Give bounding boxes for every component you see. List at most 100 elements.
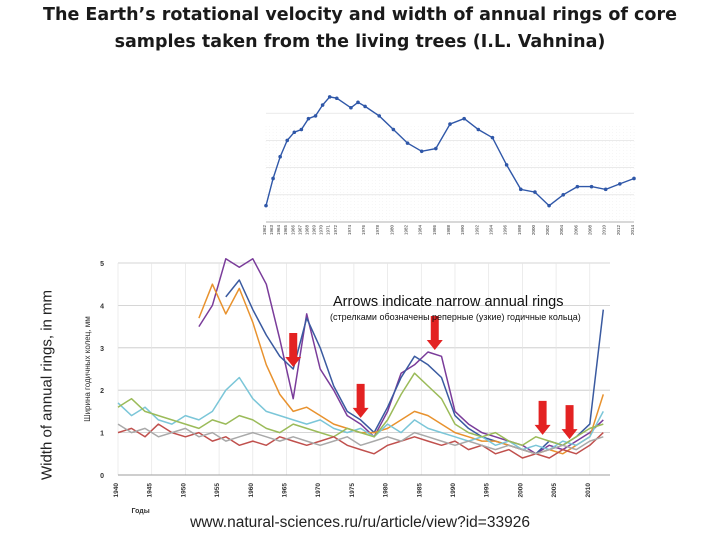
upper-x-tick-label: 2002	[545, 225, 550, 236]
upper-x-tick-label: 2000	[531, 225, 536, 236]
rotation-data-point	[320, 103, 325, 107]
narrow-ring-arrow	[561, 405, 578, 440]
x-tick-label: 1995	[484, 483, 491, 498]
rotation-data-point	[306, 116, 311, 121]
rotation-data-point	[327, 95, 332, 99]
rotation-data-point	[448, 122, 452, 126]
upper-x-tick-label: 1965	[283, 225, 288, 236]
rotation-data-point	[518, 187, 523, 192]
upper-x-tick-label: 1994	[488, 225, 493, 236]
arrows-annotation: Arrows indicate narrow annual rings	[333, 294, 564, 310]
x-tick-label: 1950	[180, 483, 187, 498]
upper-x-tick-label: 1976	[361, 225, 366, 236]
upper-x-tick-label: 2014	[630, 225, 635, 236]
y-tick-label: 3	[100, 346, 104, 353]
x-tick-label: 1945	[147, 483, 154, 498]
upper-x-tick-label: 1986	[432, 225, 437, 236]
y-tick-label: 0	[100, 473, 104, 480]
y-tick-label: 4	[100, 303, 104, 310]
narrow-ring-arrow	[426, 316, 443, 351]
x-tick-label: 1980	[383, 483, 390, 498]
x-tick-label: 1960	[248, 483, 255, 498]
x-tick-label: 2010	[585, 483, 592, 498]
upper-x-tick-label: 2004	[559, 225, 564, 236]
upper-x-tick-label: 1968	[304, 225, 309, 236]
upper-x-tick-label: 1996	[503, 225, 508, 236]
x-tick-label: 1985	[416, 483, 423, 498]
upper-x-tick-label: 1974	[347, 225, 352, 236]
ring-width-series-line	[225, 279, 605, 455]
inner-y-axis-label: Ширина годичных колец, мм	[83, 316, 92, 422]
upper-x-tick-label: 1967	[297, 225, 302, 236]
annual-rings-chart: Ширина годичных колец, мм 0 1 2 3 4 5 1940 1945 1…	[83, 258, 610, 515]
y-tick-label: 5	[100, 261, 104, 268]
x-tick-label: 1975	[349, 483, 356, 498]
upper-x-tick-label: 1978	[375, 225, 380, 236]
upper-x-tick-label: 1971	[326, 225, 331, 236]
upper-x-tick-label: 1982	[404, 225, 409, 236]
rotation-data-point	[632, 176, 636, 181]
rotation-data-point	[334, 96, 339, 101]
y-tick-label: 1	[100, 431, 104, 438]
x-tick-label: 1990	[450, 483, 457, 498]
x-tick-label: 1970	[315, 483, 322, 498]
x-tick-label: 2000	[517, 483, 524, 498]
rotation-data-point	[533, 190, 537, 194]
rotation-data-point	[434, 146, 438, 151]
rotation-data-point	[271, 176, 275, 181]
upper-x-tick-label: 1962	[262, 225, 267, 236]
upper-x-tick-label: 1963	[269, 225, 274, 236]
upper-x-tick-label: 1966	[290, 225, 295, 236]
arrows-annotation-russian: (стрелками обозначены реперные (узкие) г…	[330, 312, 581, 322]
narrow-ring-arrow	[534, 400, 551, 435]
upper-x-tick-label: 2008	[588, 225, 593, 236]
upper-x-tick-label: 2006	[573, 225, 578, 236]
x-tick-label: 1940	[113, 483, 120, 498]
upper-x-tick-label: 2012	[616, 225, 621, 236]
x-tick-label: 1965	[281, 483, 288, 498]
rotation-data-point	[391, 127, 396, 132]
y-axis-label: Width of annual rings, in mm	[38, 289, 56, 481]
rotation-data-point	[603, 187, 608, 192]
rotation-data-point	[363, 104, 367, 109]
upper-x-tick-label: 1998	[517, 225, 522, 236]
title-line-1: The Earth’s rotational velocity and widt…	[43, 5, 677, 25]
rotation-data-point	[575, 184, 580, 189]
upper-x-tick-label: 1984	[418, 225, 423, 236]
rotation-velocity-chart: 1962 1963 1964 1965 1966 1967 1968 1969 1970 1971…	[248, 82, 640, 250]
rotation-data-point	[278, 154, 282, 159]
ring-width-series-line	[117, 423, 604, 459]
rotation-data-point	[476, 127, 481, 132]
rotation-data-point	[547, 203, 551, 208]
slide-title: The Earth’s rotational velocity and widt…	[30, 2, 690, 56]
upper-x-tick-label: 1970	[319, 225, 324, 236]
upper-x-tick-label: 1969	[312, 225, 317, 236]
rotation-data-point	[419, 149, 424, 154]
rotation-data-point	[292, 130, 297, 135]
rotation-data-point	[299, 127, 304, 132]
upper-x-tick-label: 1972	[333, 225, 338, 236]
rotation-data-point	[377, 114, 382, 118]
upper-x-tick-label: 1980	[389, 225, 394, 236]
title-line-2: samples taken from the living trees (I.L…	[114, 32, 606, 52]
rotation-data-point	[405, 141, 410, 145]
rotation-data-point	[618, 182, 622, 186]
x-tick-label: 2005	[551, 483, 558, 498]
rotation-data-point	[349, 105, 353, 110]
upper-x-tick-label: 1964	[276, 225, 281, 236]
upper-x-tick-label: 1988	[446, 225, 451, 236]
rotation-data-point	[285, 138, 290, 143]
rotation-data-point	[356, 100, 360, 105]
upper-plot-background	[248, 82, 640, 250]
narrow-ring-arrow	[285, 333, 302, 367]
x-tick-label: 1955	[214, 483, 221, 498]
upper-x-tick-label: 1992	[474, 225, 479, 236]
rotation-data-point	[462, 116, 466, 121]
rotation-data-point	[504, 163, 509, 167]
rotation-data-point	[589, 184, 594, 189]
ring-width-series-line	[117, 423, 604, 455]
upper-x-tick-label: 1990	[460, 225, 465, 236]
rotation-data-point	[561, 193, 566, 197]
narrow-ring-arrow	[352, 383, 369, 418]
rotation-data-point	[264, 203, 268, 208]
